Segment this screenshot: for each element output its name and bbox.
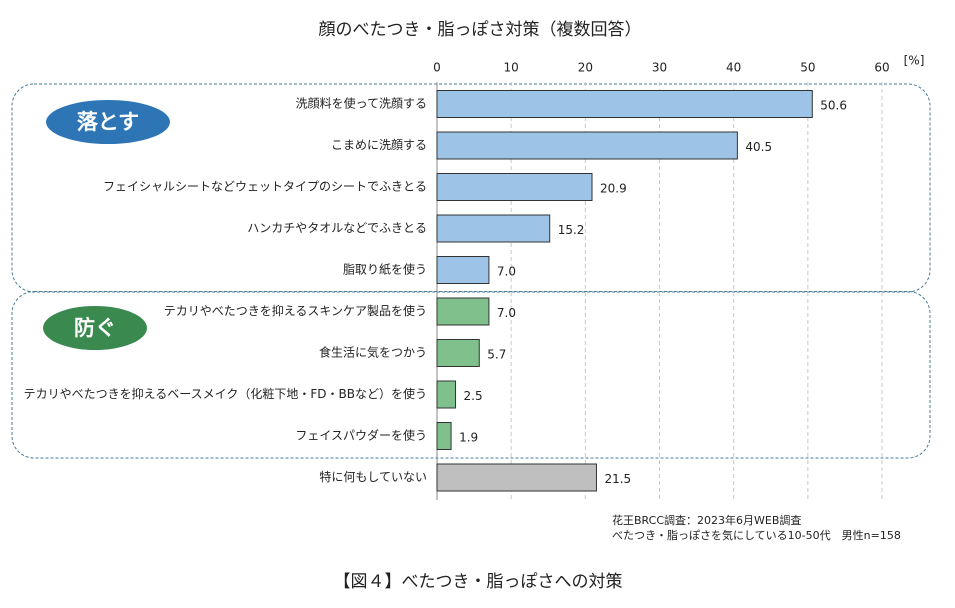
group-badge xyxy=(46,100,170,144)
bar xyxy=(436,214,551,243)
bar xyxy=(436,422,452,450)
category-label: 特に何もしていない xyxy=(319,469,427,484)
x-tick-label: 20 xyxy=(578,61,593,75)
group-frame xyxy=(11,291,931,459)
value-label: 20.9 xyxy=(600,182,627,196)
source-note: 花王BRCC調査：2023年6月WEB調査 xyxy=(612,513,801,527)
category-label: ハンカチやタオルなどでふきとる xyxy=(247,221,427,235)
bar xyxy=(436,256,490,284)
value-label: 21.5 xyxy=(604,472,631,486)
category-label: 洗顔料を使って洗顔する xyxy=(296,96,427,111)
value-label: 7.0 xyxy=(497,265,516,279)
value-label: 50.6 xyxy=(820,99,847,113)
category-label: こまめに洗顔する xyxy=(331,137,427,152)
bar xyxy=(436,339,480,367)
category-label: テカリやべたつきを抑えるスキンケア製品を使う xyxy=(164,303,427,318)
group-frame xyxy=(11,83,931,293)
value-label: 7.0 xyxy=(497,306,516,320)
caption: 【図４】べたつき・脂っぽさへの対策 xyxy=(334,572,623,592)
group-label: 防ぐ xyxy=(74,316,116,340)
source-note: べたつき・脂っぽさを気にしている10-50代 男性n=158 xyxy=(612,528,901,542)
bar xyxy=(436,380,457,409)
category-label: フェイシャルシートなどウェットタイプのシートでふきとる xyxy=(103,180,427,194)
category-label: 脂取り紙を使う xyxy=(343,262,427,277)
bar xyxy=(436,131,738,160)
category-label: フェイスパウダーを使う xyxy=(295,428,427,443)
value-label: 2.5 xyxy=(464,389,483,403)
bar xyxy=(436,297,490,326)
value-label: 40.5 xyxy=(745,140,772,154)
x-tick-label: 50 xyxy=(800,61,815,75)
group-label: 落とす xyxy=(77,110,139,134)
category-label: 食生活に気をつかう xyxy=(319,345,427,360)
bar xyxy=(436,173,593,201)
value-label: 1.9 xyxy=(459,431,478,445)
unit-label: [%] xyxy=(904,54,925,68)
category-label: テカリやべたつきを抑えるベースメイク（化粧下地・FD・BBなど）を使う xyxy=(24,386,427,401)
value-label: 15.2 xyxy=(558,223,585,237)
x-tick-label: 0 xyxy=(433,61,441,75)
bar xyxy=(436,90,813,118)
x-tick-label: 60 xyxy=(874,61,889,75)
bar xyxy=(436,463,597,492)
group-badge xyxy=(43,306,147,350)
x-tick-label: 40 xyxy=(726,61,741,75)
x-tick-label: 30 xyxy=(652,61,667,75)
chart-title: 顔のべたつき・脂っぽさ対策（複数回答） xyxy=(319,20,642,40)
x-tick-label: 10 xyxy=(504,61,519,75)
value-label: 5.7 xyxy=(487,348,506,362)
